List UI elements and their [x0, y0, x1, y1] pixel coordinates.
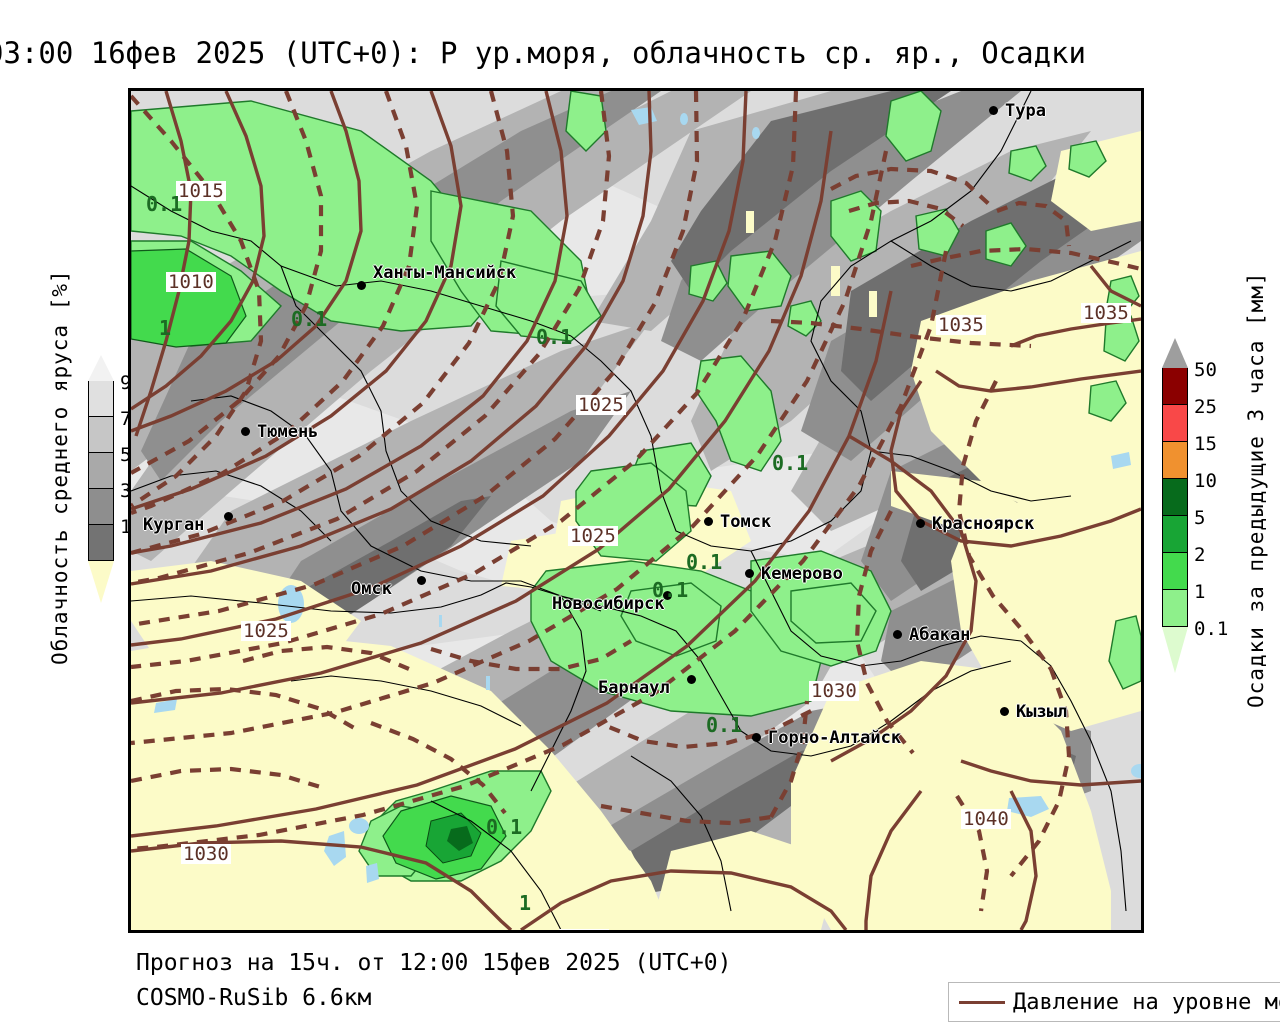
map-graphics — [131, 91, 1141, 930]
city-label: Абакан — [909, 625, 971, 645]
precip-contour-label: 0.1 — [536, 325, 573, 349]
city-dot — [663, 591, 672, 600]
city-label: Кызыл — [1016, 702, 1068, 722]
city-dot — [989, 106, 998, 115]
precip-colorbar-tick: 25 — [1194, 396, 1217, 418]
isobar-dashed — [131, 91, 1141, 912]
precip-colorbar-tick: 50 — [1194, 359, 1217, 381]
pressure-contour-label: 1015 — [176, 180, 226, 202]
precip-contour-label: 0.1 — [146, 192, 183, 216]
precip-colorbar-under-arrow — [1162, 627, 1188, 673]
pressure-contour-label: 1025 — [568, 525, 618, 547]
model-info-line: COSMO-RuSib 6.6км — [136, 985, 372, 1011]
city-label: Курган — [143, 515, 205, 535]
precip-colorbar-tick: 15 — [1194, 433, 1217, 455]
city-label: Красноярск — [932, 514, 1035, 534]
precip-colorbar-title: Осадки за предыдущие 3 часа [мм] — [1244, 271, 1268, 708]
city-dot — [745, 569, 754, 578]
cloud-colorbar-cell — [88, 417, 114, 453]
city-dot — [752, 733, 761, 742]
pressure-line-swatch — [959, 1000, 1005, 1004]
cloud-colorbar-scale — [88, 355, 114, 603]
precip-area-mid — [131, 248, 507, 880]
cloud-colorbar: Облачность среднего яруса [%] 90 70 50 3… — [46, 269, 146, 665]
city-dot — [893, 630, 902, 639]
city-dot — [417, 576, 426, 585]
precip-contour-label: 0.1 — [706, 713, 743, 737]
pressure-contour-label: 1030 — [559, 929, 609, 930]
precip-contour-label: 0.1 — [772, 451, 809, 475]
city-label: Новосибирск — [552, 594, 665, 614]
city-label: Омск — [351, 579, 392, 599]
precip-colorbar-cell — [1162, 479, 1188, 516]
pressure-contour-label: 1010 — [166, 271, 216, 293]
pressure-legend-label: Давление на уровне моря — [1013, 989, 1280, 1015]
city-label: Тура — [1005, 101, 1046, 121]
precip-contour-label: 1 — [519, 891, 532, 915]
weather-map[interactable]: Тура Ханты-Мансийск Тюмень Курган Томск Красн… — [128, 88, 1144, 933]
precip-colorbar-tick: 10 — [1194, 470, 1217, 492]
pressure-contour-label: 1040 — [961, 808, 1011, 830]
city-label: Барнаул — [598, 678, 670, 698]
city-dot — [224, 512, 233, 521]
city-dot — [357, 281, 366, 290]
precip-colorbar-cell — [1162, 442, 1188, 479]
precip-contour-label: 0.1 — [486, 815, 523, 839]
precip-contour-label: 0.1 — [291, 307, 328, 331]
precip-colorbar-over-arrow — [1162, 338, 1188, 368]
forecast-info-line: Прогноз на 15ч. от 12:00 15фев 2025 (UTC… — [136, 950, 732, 976]
city-dot — [704, 517, 713, 526]
cloud-colorbar-over-arrow — [88, 355, 114, 381]
precip-colorbar: 50 25 15 10 5 2 1 0.1 Осадки за предыдущ… — [1162, 271, 1277, 708]
pressure-contour-label: 1030 — [809, 680, 859, 702]
precip-colorbar-tick: 5 — [1194, 507, 1206, 529]
cloud-colorbar-cell — [88, 453, 114, 489]
precip-colorbar-cell — [1162, 405, 1188, 442]
city-label: Тюмень — [257, 422, 319, 442]
pressure-contour-label: 1035 — [1081, 302, 1131, 324]
city-dot — [241, 427, 250, 436]
precip-colorbar-tick: 2 — [1194, 544, 1206, 566]
pressure-contour-label: 1025 — [241, 620, 291, 642]
precip-colorbar-cell — [1162, 590, 1188, 627]
precip-colorbar-tick: 1 — [1194, 581, 1206, 603]
city-label: Ханты-Мансийск — [373, 263, 517, 283]
pressure-contour-label: 1025 — [576, 394, 626, 416]
pressure-legend: Давление на уровне моря — [948, 982, 1280, 1022]
cloud-colorbar-under-arrow — [88, 561, 114, 603]
precip-area-darkest — [447, 826, 473, 851]
precip-contour-label: 0.1 — [652, 578, 689, 602]
pressure-contour-label: 1030 — [181, 843, 231, 865]
city-label: Кемерово — [761, 564, 843, 584]
precip-colorbar-cell — [1162, 553, 1188, 590]
city-label: Томск — [720, 512, 772, 532]
cloud-colorbar-title: Облачность среднего яруса [%] — [48, 269, 72, 665]
cloud-colorbar-cell — [88, 489, 114, 525]
precip-colorbar-cell — [1162, 516, 1188, 553]
precip-contour-label: 1 — [159, 316, 172, 340]
isobar-solid — [131, 91, 1141, 930]
city-dot — [916, 519, 925, 528]
city-label: Горно-Алтайск — [768, 728, 902, 748]
precip-contour-label: 0.1 — [686, 550, 723, 574]
pressure-contour-label: 1035 — [936, 314, 986, 336]
map-canvas[interactable] — [131, 91, 1141, 930]
city-dot — [1000, 707, 1009, 716]
precip-colorbar-cell — [1162, 368, 1188, 405]
precip-colorbar-tick: 0.1 — [1194, 618, 1229, 640]
cloud-colorbar-cell — [88, 381, 114, 417]
precip-colorbar-scale — [1162, 338, 1188, 673]
page-title: 03:00 16фев 2025 (UTC+0): P ур.моря, обл… — [0, 36, 1086, 70]
city-dot — [687, 675, 696, 684]
cloud-colorbar-cell — [88, 525, 114, 561]
